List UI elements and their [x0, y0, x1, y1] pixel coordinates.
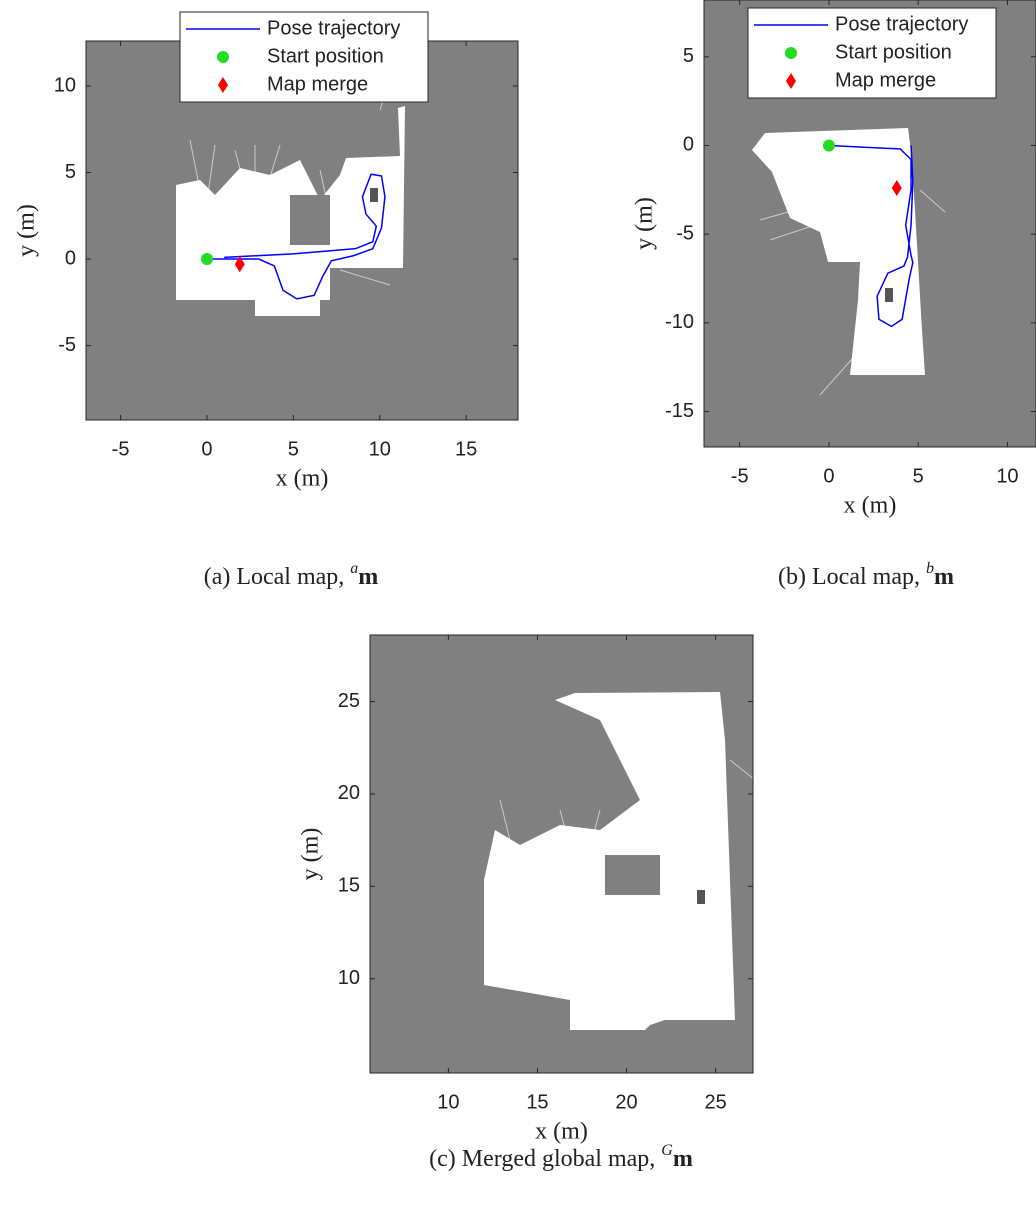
x-tick-label: 10	[437, 1091, 459, 1113]
start-marker	[217, 51, 229, 63]
x-tick-label: -5	[731, 465, 749, 487]
caption-symbol: m	[358, 564, 378, 590]
y-axis-label: y (m)	[298, 828, 324, 881]
y-axis-label: y (m)	[632, 197, 658, 250]
x-tick-label: 10	[996, 465, 1018, 487]
x-tick-label: 15	[455, 438, 477, 460]
caption-superscript: b	[926, 560, 934, 577]
y-axis-label: y (m)	[14, 204, 40, 257]
legend-label: Pose trajectory	[267, 17, 400, 39]
start-marker	[823, 139, 835, 151]
caption-symbol: m	[673, 1146, 693, 1172]
x-tick-label: 15	[526, 1091, 548, 1113]
y-tick-label: 10	[338, 967, 360, 989]
x-tick-label: 25	[704, 1091, 726, 1113]
caption-text: (b) Local map,	[778, 564, 920, 590]
legend-label: Map merge	[267, 73, 368, 95]
legend-label: Pose trajectory	[835, 13, 968, 35]
y-tick-label: 25	[338, 690, 360, 712]
legend-label: Start position	[267, 45, 384, 67]
caption: (a) Local map, am	[204, 560, 379, 590]
x-tick-label: 0	[823, 465, 834, 487]
y-tick-label: 0	[65, 247, 76, 269]
start-marker	[785, 47, 797, 59]
caption-superscript: G	[661, 1142, 673, 1159]
caption-text: (c) Merged global map,	[429, 1146, 655, 1172]
y-tick-label: -15	[665, 400, 694, 422]
x-axis-label: x (m)	[535, 1119, 588, 1145]
x-tick-label: 0	[201, 438, 212, 460]
caption-symbol: m	[934, 564, 954, 590]
legend-label: Start position	[835, 41, 952, 63]
y-tick-label: 5	[65, 161, 76, 183]
caption: (c) Merged global map, Gm	[429, 1142, 693, 1172]
caption-superscript: a	[350, 560, 358, 577]
figure: (a) Local map,am (b) Local map,bm (c) Me…	[0, 0, 1036, 1205]
x-axis-label: x (m)	[276, 466, 329, 492]
x-tick-label: 5	[913, 465, 924, 487]
y-tick-label: -5	[58, 334, 76, 356]
caption: (b) Local map, bm	[778, 560, 954, 590]
caption-text: (a) Local map,	[204, 564, 345, 590]
y-tick-label: 5	[683, 45, 694, 67]
y-tick-label: 10	[54, 74, 76, 96]
x-tick-label: 10	[369, 438, 391, 460]
x-tick-label: 5	[288, 438, 299, 460]
legend-label: Map merge	[835, 69, 936, 91]
y-tick-label: 20	[338, 782, 360, 804]
x-tick-label: -5	[112, 438, 130, 460]
y-tick-label: -5	[676, 222, 694, 244]
y-tick-label: -10	[665, 311, 694, 333]
x-axis-label: x (m)	[844, 493, 897, 519]
start-marker	[201, 253, 213, 265]
map-c	[370, 635, 755, 1073]
y-tick-label: 15	[338, 875, 360, 897]
y-tick-label: 0	[683, 134, 694, 156]
x-tick-label: 20	[615, 1091, 637, 1113]
